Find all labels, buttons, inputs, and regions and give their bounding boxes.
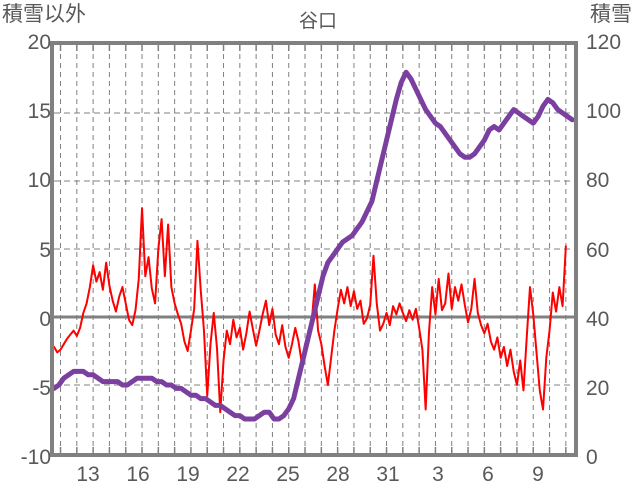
left-ytick-5: 5: [39, 239, 51, 262]
left-ytick-20: 20: [27, 31, 51, 54]
horizontal-gridlines: [54, 112, 574, 386]
left-ytick-m10: -10: [20, 446, 51, 469]
xtick-28: 28: [326, 463, 350, 486]
xtick-9: 9: [532, 463, 544, 486]
right-ytick-80: 80: [586, 169, 610, 192]
right-ytick-40: 40: [586, 308, 610, 331]
series-line-snow: [54, 69, 574, 422]
right-ytick-100: 100: [586, 100, 622, 123]
xtick-31: 31: [376, 463, 400, 486]
xtick-16: 16: [126, 463, 150, 486]
xtick-3: 3: [432, 463, 444, 486]
xtick-22: 22: [226, 463, 250, 486]
xtick-13: 13: [76, 463, 100, 486]
left-ytick-10: 10: [27, 169, 51, 192]
right-ytick-60: 60: [586, 239, 610, 262]
right-ytick-120: 120: [586, 31, 622, 54]
axis-tick-marks: [59, 45, 567, 453]
left-ytick-m5: -5: [32, 377, 51, 400]
right-ytick-20: 20: [586, 377, 610, 400]
left-ytick-0: 0: [39, 308, 51, 331]
right-ytick-0: 0: [586, 446, 598, 469]
xtick-19: 19: [176, 463, 200, 486]
chart-canvas: [54, 45, 574, 453]
xtick-25: 25: [276, 463, 300, 486]
plot-area: [50, 41, 578, 457]
chart-title: 谷口: [298, 11, 337, 32]
left-axis-title: 積雪以外: [2, 3, 86, 26]
xtick-6: 6: [482, 463, 494, 486]
left-ytick-15: 15: [27, 100, 51, 123]
plot-inner: [54, 45, 574, 453]
right-axis-title: 積雪: [590, 3, 632, 26]
